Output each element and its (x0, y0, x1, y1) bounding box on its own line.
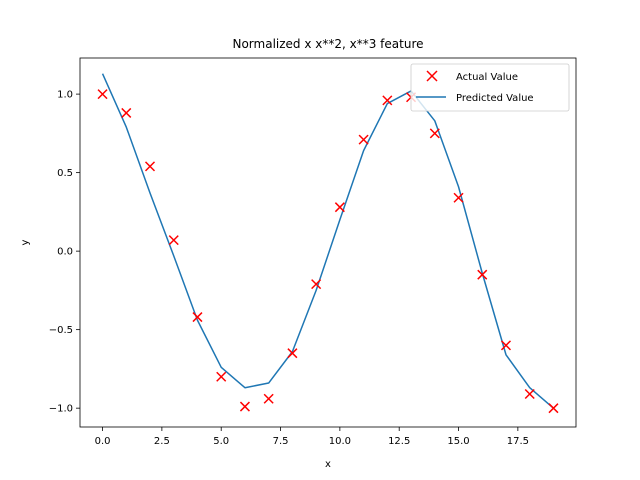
y-tick-label: 0.5 (57, 168, 73, 179)
x-axis: 0.0 2.5 5.0 7.5 10.0 12.5 15.0 17.5 (95, 427, 529, 447)
data-point-actual (548, 403, 559, 414)
data-point-actual (382, 95, 393, 106)
x-tick-label: 12.5 (388, 436, 410, 447)
data-point-actual (334, 202, 345, 213)
data-point-actual (500, 340, 512, 351)
legend-box (410, 63, 570, 112)
axes-frame (79, 57, 577, 428)
data-point-actual (263, 393, 274, 404)
data-point-actual (97, 89, 108, 100)
legend-label-actual: Actual Value (456, 72, 518, 83)
data-point-actual (168, 235, 179, 246)
y-axis: −1.0 −0.5 0.0 0.5 1.0 (49, 90, 80, 415)
legend-marker-actual (426, 70, 438, 82)
x-tick-label: 5.0 (213, 436, 229, 447)
data-point-actual (311, 279, 322, 290)
x-tick-label: 7.5 (273, 436, 289, 447)
x-axis-label: x (325, 459, 331, 470)
x-tick-label: 15.0 (447, 436, 469, 447)
data-point-actual (287, 348, 298, 359)
data-point-actual (429, 128, 440, 139)
y-axis-label: y (20, 239, 31, 245)
x-tick-label: 0.0 (95, 436, 111, 447)
x-tick-label: 10.0 (329, 436, 351, 447)
plot-area (97, 73, 559, 414)
y-tick-label: −1.0 (49, 404, 73, 415)
y-tick-label: 0.0 (57, 247, 73, 258)
x-tick-label: 17.5 (507, 436, 529, 447)
y-tick-label: 1.0 (57, 90, 73, 101)
data-point-actual (121, 107, 132, 118)
data-point-actual (453, 192, 464, 203)
data-point-actual (524, 388, 535, 400)
data-point-actual (192, 312, 203, 323)
data-point-actual (239, 401, 250, 412)
data-point-actual (216, 371, 227, 382)
legend: Actual Value Predicted Value (410, 63, 570, 112)
series-predicted-line (101, 73, 554, 409)
data-point-actual (358, 134, 369, 145)
data-point-actual (144, 161, 156, 172)
x-tick-label: 2.5 (154, 436, 170, 447)
data-point-actual (477, 269, 488, 280)
chart-title: Normalized x x**2, x**3 feature (232, 37, 423, 51)
legend-label-predicted: Predicted Value (456, 93, 534, 104)
y-tick-label: −0.5 (49, 325, 73, 336)
